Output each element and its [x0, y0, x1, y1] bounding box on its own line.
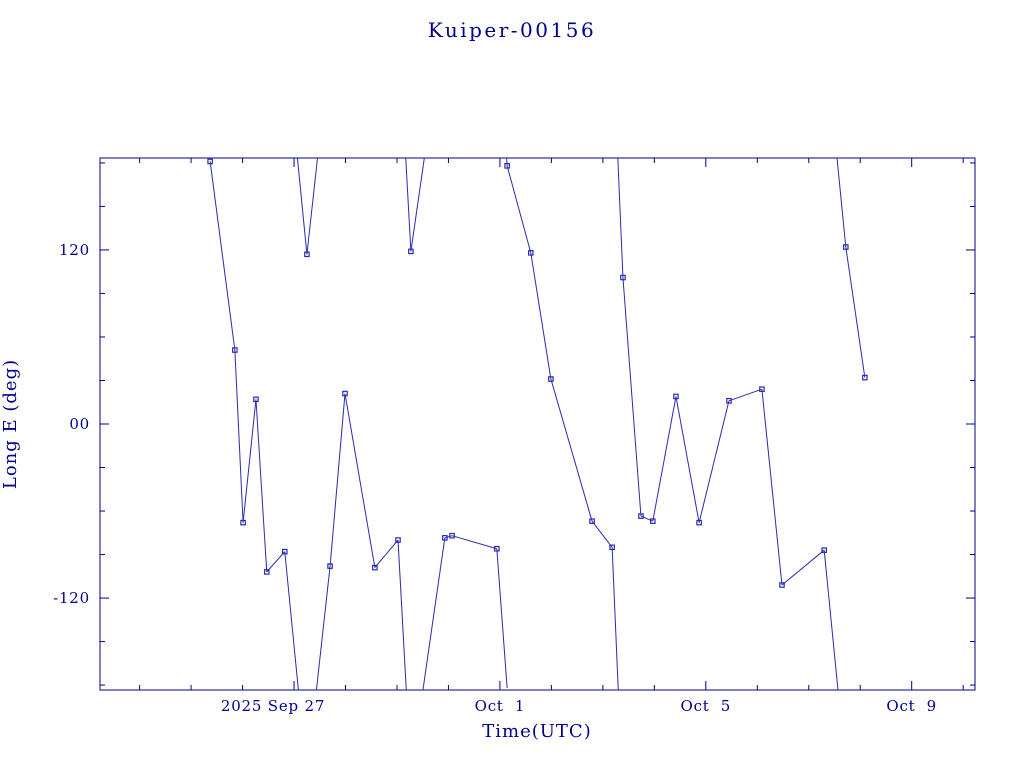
data-point-marker [759, 386, 765, 392]
series-segment [652, 396, 677, 522]
series-segment [234, 350, 244, 523]
series-segment [845, 246, 866, 378]
series-segment [266, 551, 286, 573]
data-point-marker [240, 519, 246, 526]
series-segment [550, 378, 593, 522]
chart-title: Kuiper-00156 [428, 18, 596, 42]
series-segment [781, 549, 825, 586]
y-tick-label: 120 [59, 241, 90, 259]
data-point-marker [253, 396, 259, 403]
series-segment [410, 158, 425, 252]
data-point-marker [207, 158, 213, 165]
series-segment [209, 161, 236, 351]
series-segment [617, 158, 624, 278]
data-point-marker [548, 376, 554, 382]
series-segment [451, 535, 497, 550]
data-point-marker [649, 518, 656, 524]
data-point-marker [673, 393, 679, 400]
data-point-marker [638, 513, 644, 519]
series-segment [506, 158, 508, 166]
data-point-marker [609, 544, 615, 551]
series-segment [506, 165, 532, 253]
series-segment [242, 399, 257, 523]
y-tick-label: 00 [69, 415, 90, 433]
series-segment [255, 399, 268, 572]
series-segment [622, 277, 642, 517]
series-segment [284, 551, 299, 690]
y-tick-label: -120 [53, 589, 90, 607]
data-point-marker [779, 582, 785, 588]
series-segment [397, 540, 407, 690]
series-segment [374, 539, 399, 568]
series-segment [530, 252, 552, 380]
data-point-marker [372, 564, 378, 571]
data-point-marker [304, 251, 310, 258]
series-segment [444, 535, 453, 539]
x-tick-label: Oct 1 [475, 697, 526, 715]
data-point-marker [442, 535, 448, 541]
x-axis-label: Time(UTC) [482, 721, 591, 742]
x-tick-label: Oct 5 [681, 697, 732, 715]
series-segment [611, 547, 619, 690]
data-series [207, 158, 868, 690]
data-point-marker [263, 569, 270, 575]
series-segment [315, 566, 331, 690]
x-tick-label: Oct 9 [886, 697, 937, 715]
series-segment [698, 400, 730, 523]
series-segment [675, 396, 700, 523]
series-segment [306, 158, 319, 255]
series-segment [344, 393, 376, 568]
data-point-marker [408, 248, 414, 255]
series-segment [823, 550, 839, 690]
data-point-marker [395, 537, 401, 543]
plot-frame: 2025 Sep 27 Oct 1 Oct 5 Oct 9 120 00 -120 [53, 157, 976, 715]
series-segment [296, 158, 308, 255]
data-point-marker [528, 250, 534, 256]
data-point-marker [281, 548, 288, 555]
series-segment [405, 158, 412, 252]
data-point-marker [862, 374, 868, 381]
data-point-marker [449, 532, 455, 539]
series-segment [836, 158, 847, 248]
series-segment [591, 520, 613, 548]
data-point-marker [696, 519, 702, 526]
data-point-marker [620, 274, 626, 281]
data-point-marker [342, 390, 348, 397]
series-segment [496, 548, 508, 689]
data-point-marker [843, 244, 849, 250]
data-point-marker [821, 547, 827, 553]
series-segment [422, 537, 446, 690]
data-point-marker [504, 163, 510, 169]
data-point-marker [494, 545, 500, 552]
data-point-marker [327, 563, 333, 569]
data-point-marker [232, 347, 238, 353]
series-segment [761, 389, 783, 586]
data-point-marker [726, 397, 732, 404]
series-segment [329, 393, 346, 567]
plot-border [99, 157, 976, 691]
data-point-marker [589, 518, 595, 524]
y-axis-label: Long E (deg) [0, 359, 21, 489]
series-segment [728, 388, 763, 402]
series-long-e [207, 158, 868, 690]
x-tick-label: 2025 Sep 27 [221, 697, 325, 715]
